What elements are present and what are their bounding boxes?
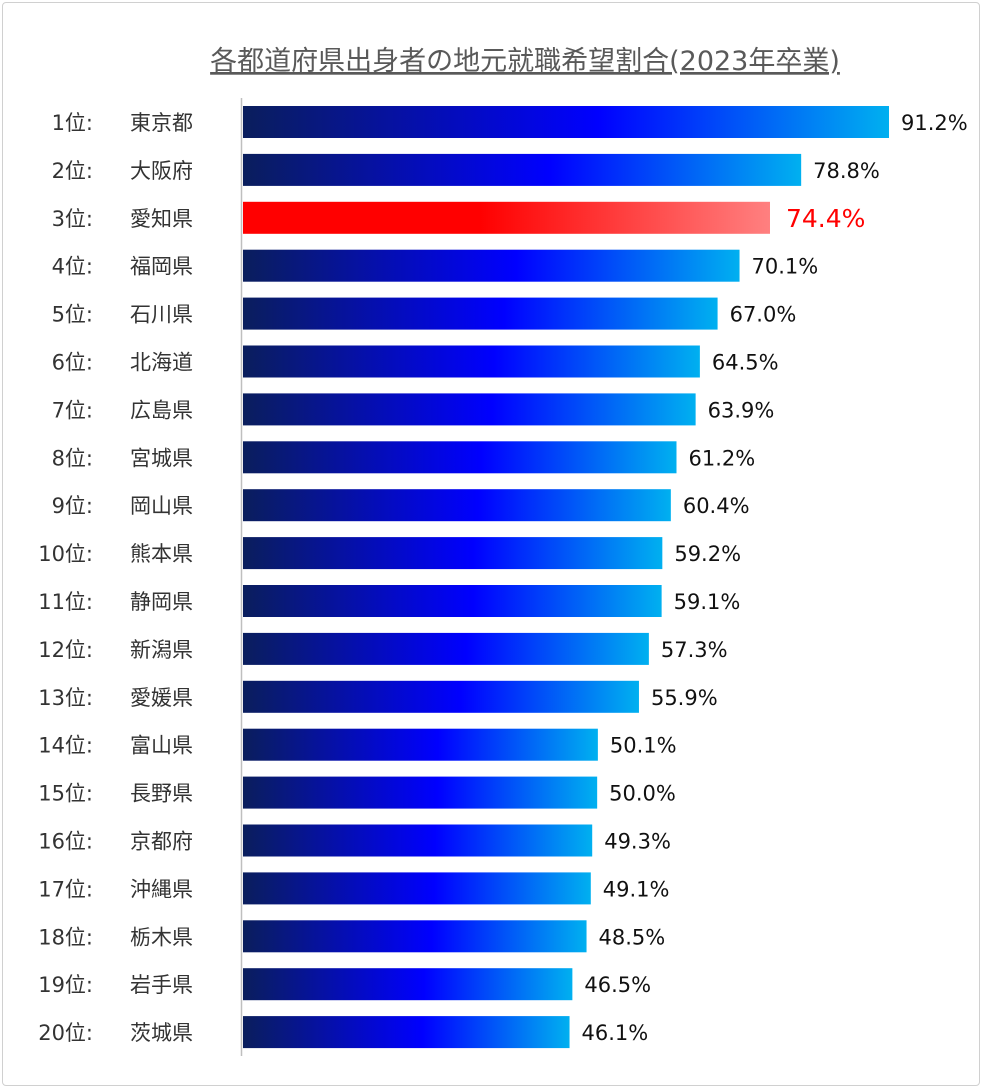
bar: [243, 824, 593, 857]
bar: [243, 489, 671, 522]
rank-label: 2位:: [52, 159, 93, 183]
value-label: 48.5%: [599, 925, 666, 949]
bar: [243, 106, 889, 138]
rank-label: 1位:: [52, 111, 93, 135]
category-label: 宮城県: [130, 446, 193, 470]
value-label: 59.1%: [674, 590, 741, 614]
chart-title: 各都道府県出身者の地元就職希望割合(2023年卒業): [210, 46, 840, 77]
category-label: 岡山県: [130, 494, 193, 518]
value-label: 46.5%: [584, 973, 651, 997]
rank-label: 18位:: [38, 925, 93, 949]
value-label: 67.0%: [730, 303, 797, 327]
category-label: 茨城県: [130, 1021, 193, 1045]
rank-label: 14位:: [38, 734, 93, 758]
bar: [243, 585, 662, 617]
bar: [243, 872, 591, 905]
bar-highlighted: [243, 201, 770, 234]
bar: [243, 968, 573, 1001]
bar: [243, 776, 598, 809]
bar: [243, 1016, 570, 1049]
rank-label: 13位:: [38, 686, 93, 710]
category-label: 新潟県: [130, 638, 193, 662]
value-label: 61.2%: [689, 446, 756, 470]
rank-label: 11位:: [38, 590, 93, 614]
category-label: 広島県: [130, 398, 193, 422]
category-label: 北海道: [130, 351, 193, 375]
value-label: 57.3%: [661, 638, 728, 662]
value-label: 59.2%: [674, 542, 741, 566]
bar: [243, 920, 587, 953]
bar: [243, 441, 677, 474]
rank-label: 4位:: [52, 255, 93, 279]
rank-label: 16位:: [38, 830, 93, 854]
rank-label: 6位:: [52, 351, 93, 375]
category-label: 京都府: [130, 830, 193, 854]
bar: [243, 680, 639, 713]
rank-label: 9位:: [52, 494, 93, 518]
bar: [243, 249, 740, 282]
category-label: 長野県: [130, 782, 193, 806]
value-label: 78.8%: [813, 159, 880, 183]
rank-label: 10位:: [38, 542, 93, 566]
value-label: 46.1%: [582, 1021, 649, 1045]
category-label: 福岡県: [130, 255, 193, 279]
category-label: 石川県: [130, 303, 193, 327]
bar: [243, 345, 700, 378]
bar: [243, 632, 649, 665]
rank-label: 8位:: [52, 446, 93, 470]
rank-label: 7位:: [52, 398, 93, 422]
rank-label: 20位:: [38, 1021, 93, 1045]
category-label: 愛知県: [130, 207, 193, 231]
rank-label: 3位:: [52, 207, 93, 231]
bar: [243, 393, 696, 426]
value-label: 70.1%: [752, 255, 819, 279]
bar: [243, 297, 718, 330]
bar: [243, 728, 598, 761]
value-label: 91.2%: [901, 111, 968, 135]
value-label: 63.9%: [708, 398, 775, 422]
category-label: 静岡県: [130, 590, 193, 614]
value-label: 60.4%: [683, 494, 750, 518]
value-label: 55.9%: [651, 686, 718, 710]
rank-label: 17位:: [38, 877, 93, 901]
category-label: 熊本県: [130, 542, 193, 566]
category-label: 岩手県: [130, 973, 193, 997]
value-label: 50.1%: [610, 734, 677, 758]
rank-label: 5位:: [52, 303, 93, 327]
category-label: 大阪府: [130, 159, 193, 183]
rank-label: 15位:: [38, 782, 93, 806]
category-label: 沖縄県: [130, 877, 193, 901]
category-label: 東京都: [130, 111, 193, 135]
category-label: 愛媛県: [130, 686, 193, 710]
value-label: 49.1%: [603, 877, 670, 901]
category-label: 富山県: [130, 734, 193, 758]
rank-label: 19位:: [38, 973, 93, 997]
value-label: 74.4%: [786, 204, 865, 233]
value-label: 64.5%: [712, 351, 779, 375]
bar: [243, 153, 802, 186]
bar: [243, 537, 663, 570]
value-label: 49.3%: [604, 830, 671, 854]
rank-label: 12位:: [38, 638, 93, 662]
category-label: 栃木県: [130, 925, 193, 949]
value-label: 50.0%: [609, 782, 676, 806]
